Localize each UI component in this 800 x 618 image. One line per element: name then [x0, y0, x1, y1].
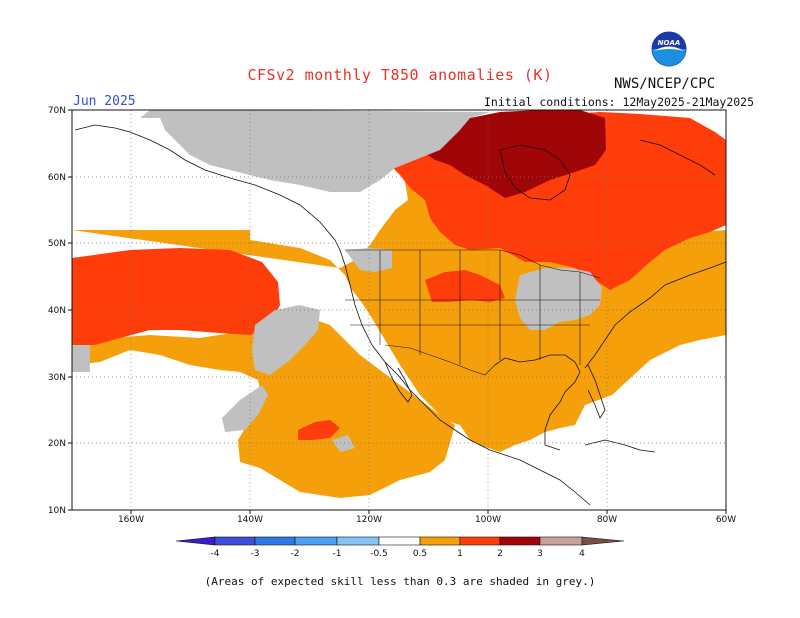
coastline-florida	[587, 364, 606, 419]
lat-label-20n: 20N	[48, 439, 66, 449]
lon-label-100w: 100W	[475, 515, 501, 525]
skill-footnote: (Areas of expected skill less than 0.3 a…	[204, 575, 596, 588]
colorbar-bin-minus2	[294, 536, 338, 546]
colorbar-bin-minus1	[336, 536, 380, 546]
coastline-gulf	[494, 354, 581, 451]
colorbar-label-minus0-5: -0.5	[370, 549, 388, 559]
coastline-baja	[384, 361, 413, 403]
colorbar-label-minus3: -3	[251, 549, 260, 559]
anomaly-region-red-mexico	[298, 420, 340, 440]
colorbar-bin-neutral	[378, 536, 421, 546]
lon-label-60w: 60W	[716, 515, 736, 525]
logo-text: NOAA	[658, 39, 681, 47]
colorbar-label-1: 1	[457, 549, 463, 559]
colorbar-bin-2	[499, 536, 541, 546]
anomaly-region-darkred-canada	[415, 110, 606, 198]
coastline-eastcoast	[584, 261, 727, 369]
colorbar-right-arrow	[581, 536, 625, 546]
anomaly-region-red-pacific	[72, 248, 280, 345]
lon-label-160w: 160W	[118, 515, 144, 525]
grey-region-pacific	[252, 305, 320, 375]
anomaly-region-orange-east	[560, 290, 726, 350]
colorbar-label-4: 4	[579, 549, 585, 559]
coastlines	[74, 124, 727, 506]
lat-label-10n: 10N	[48, 506, 66, 516]
political-borders	[345, 249, 601, 376]
grey-region-mexico-patch	[332, 435, 355, 452]
colorbar-bin-3	[539, 536, 583, 546]
colorbar-bin-minus4	[214, 536, 256, 546]
colorbar-label-0-5: 0.5	[413, 549, 427, 559]
anomaly-region-orange-pacific	[72, 318, 455, 498]
colorbar-bin-1	[459, 536, 501, 546]
lat-label-40n: 40N	[48, 306, 66, 316]
grey-region-westmargin	[72, 345, 90, 372]
border-us-canada	[345, 249, 601, 279]
coastline-cuba	[584, 439, 656, 453]
forecast-month: Jun 2025	[73, 94, 136, 109]
colorbar-label-minus4: -4	[211, 549, 220, 559]
lat-label-30n: 30N	[48, 373, 66, 383]
colorbar-bin-minus3	[254, 536, 296, 546]
lon-label-80w: 80W	[597, 515, 617, 525]
colorbar-label-3: 3	[537, 549, 543, 559]
coastline-greenland-edge	[639, 139, 716, 176]
grey-region-southwest	[222, 385, 268, 432]
lat-label-60n: 60N	[48, 173, 66, 183]
colorbar-label-2: 2	[497, 549, 503, 559]
lon-label-120w: 120W	[356, 515, 382, 525]
border-states-2	[345, 299, 600, 326]
longitude-labels: 160W 140W 120W 100W 80W 60W	[118, 515, 736, 525]
border-states-1	[379, 250, 581, 365]
colorbar-label-minus2: -2	[291, 549, 300, 559]
map-title: CFSv2 monthly T850 anomalies (K)	[247, 66, 553, 84]
lat-label-70n: 70N	[48, 106, 66, 116]
colorbar: -4 -3 -2 -1 -0.5 0.5 1 2 3 4	[175, 536, 625, 559]
coastline-westcoast	[339, 249, 591, 506]
initial-conditions: Initial conditions: 12May2025-21May2025	[484, 95, 755, 109]
agency-label: NWS/NCEP/CPC	[614, 76, 716, 92]
lon-label-140w: 140W	[237, 515, 263, 525]
grey-region-alaska	[140, 110, 490, 192]
coastline-hudson	[499, 144, 571, 201]
anomaly-region-red-plains	[425, 270, 505, 302]
axis-ticks	[68, 109, 727, 514]
latitude-labels: 70N 60N 50N 40N 30N 20N 10N	[48, 106, 66, 516]
colorbar-bin-0-5	[419, 536, 461, 546]
colorbar-label-minus1: -1	[333, 549, 342, 559]
coastline-alaska	[74, 124, 341, 251]
graticule	[72, 110, 726, 510]
colorbar-left-arrow	[175, 536, 216, 546]
noaa-logo: NOAA	[651, 31, 687, 67]
anomaly-fields	[72, 110, 726, 498]
border-us-mexico	[384, 344, 496, 376]
lat-label-50n: 50N	[48, 239, 66, 249]
